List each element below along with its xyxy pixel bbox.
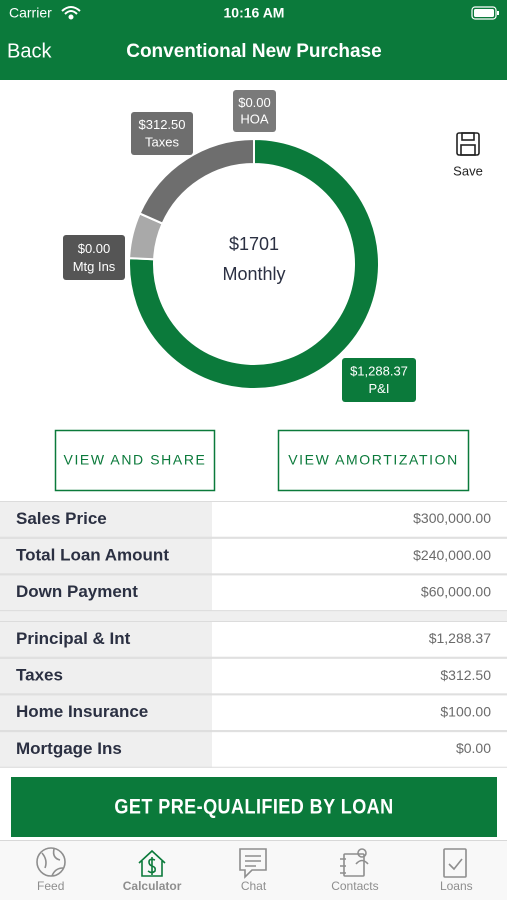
- view-share-button[interactable]: [54, 429, 216, 492]
- callout-box: [131, 112, 193, 155]
- chat-icon[interactable]: [239, 848, 267, 879]
- battery-icon: [471, 6, 499, 20]
- row-label: Taxes: [16, 666, 63, 685]
- label-cell: [0, 501, 212, 538]
- label-cell: [0, 731, 212, 768]
- label-cell: [0, 657, 212, 695]
- row-label: Home Insurance: [16, 702, 148, 721]
- nav-title: Conventional New Purchase: [126, 41, 382, 62]
- tab-labels: Feed Calculator Chat Contacts Loans: [37, 879, 473, 893]
- callout-value: $312.50: [139, 117, 186, 132]
- save-icon[interactable]: [456, 132, 480, 156]
- row-label: Sales Price: [16, 509, 107, 528]
- carrier: Carrier: [9, 5, 52, 21]
- row-label: Principal & Int: [16, 629, 131, 648]
- row-value: $312.50: [440, 667, 491, 683]
- row-value: $0.00: [456, 740, 491, 756]
- callout-value: $1,288.37: [350, 364, 408, 379]
- tab-label[interactable]: Chat: [241, 879, 267, 893]
- row-value: $240,000.00: [413, 547, 491, 563]
- donut-center-label: Monthly: [222, 264, 285, 284]
- callout-box: [63, 235, 125, 280]
- row-value: $1,288.37: [429, 630, 491, 646]
- callout-box: [233, 90, 276, 132]
- row-label: Total Loan Amount: [16, 546, 169, 565]
- back-button[interactable]: Back: [7, 40, 52, 62]
- label-cell: [0, 621, 212, 658]
- calculator-icon[interactable]: [138, 849, 166, 877]
- header-bar: [0, 0, 507, 80]
- tab-label[interactable]: Calculator: [123, 879, 182, 893]
- callout-value: $0.00: [238, 95, 271, 110]
- callout-label: Taxes: [145, 134, 179, 149]
- summary-table: Sales Price $300,000.00 Total Loan Amount $…: [0, 501, 507, 768]
- label-cell: [0, 537, 212, 575]
- row-value: $100.00: [440, 703, 491, 719]
- row-value: $300,000.00: [413, 510, 491, 526]
- label-cell: [0, 694, 212, 732]
- contacts-icon[interactable]: [340, 848, 369, 877]
- cta-label[interactable]: GET PRE-QUALIFIED BY LOAN: [114, 795, 393, 819]
- tab-label[interactable]: Contacts: [331, 879, 378, 893]
- cta-button[interactable]: [11, 777, 497, 837]
- group-separator: [0, 611, 507, 621]
- label-cell: [0, 574, 212, 612]
- tab-label[interactable]: Feed: [37, 879, 64, 893]
- row-label: Down Payment: [16, 582, 138, 601]
- donut-center-value: $1701: [229, 234, 279, 254]
- loans-icon[interactable]: [443, 848, 467, 878]
- tab-label[interactable]: Loans: [440, 879, 473, 893]
- callout-label: HOA: [240, 112, 269, 127]
- donut-chart: $1,288.37 P&I $0.00 Mtg Ins $312.50 Taxes $0.0…: [63, 90, 416, 402]
- save-label[interactable]: Save: [453, 163, 483, 178]
- row-label: Mortgage Ins: [16, 739, 122, 758]
- donut-segment: [128, 137, 380, 390]
- view-share-label[interactable]: VIEW AND SHARE: [64, 452, 207, 468]
- callout-label: Mtg Ins: [73, 259, 116, 274]
- callout-label: P&I: [369, 381, 390, 396]
- feed-icon[interactable]: [36, 847, 66, 877]
- view-amortization-label[interactable]: VIEW AMORTIZATION: [288, 452, 459, 468]
- row-value: $60,000.00: [421, 583, 491, 599]
- view-amortization-button[interactable]: [277, 429, 470, 492]
- wifi-icon: [61, 6, 81, 20]
- callout-value: $0.00: [78, 241, 111, 256]
- time: 10:16 AM: [224, 5, 285, 21]
- callout-box: [342, 358, 416, 402]
